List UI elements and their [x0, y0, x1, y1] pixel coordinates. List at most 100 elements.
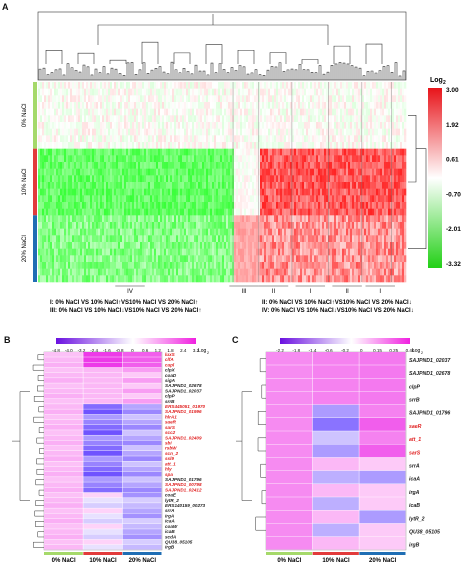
heatmap-cell [240, 215, 243, 223]
heatmap-cell [40, 142, 43, 149]
heatmap-cell [360, 115, 363, 123]
heatmap-cell [52, 155, 55, 163]
heatmap-cell [50, 195, 53, 203]
heatmap-cell [176, 175, 179, 183]
heatmap-cell [300, 228, 303, 236]
heatmap-cell [308, 148, 311, 156]
heatmap-cell [278, 108, 281, 116]
heatmap-cell [160, 128, 163, 136]
heatmap-cell [154, 195, 157, 203]
heatmap-cell [46, 155, 49, 163]
heatmap-cell [216, 208, 219, 216]
heatmap-cell [272, 188, 275, 196]
heatmap-cell [128, 242, 131, 249]
heatmap-cell [290, 135, 293, 143]
heatmap-cell [272, 148, 275, 156]
heatmap-cell [40, 82, 43, 89]
heatmap-cell [118, 228, 121, 236]
heatmap-cell [98, 128, 101, 136]
heatmap-cell [330, 102, 333, 109]
heatmap-cell [300, 128, 303, 136]
heatmap-cell [260, 275, 263, 283]
heatmap-cell [40, 268, 43, 276]
heatmap-cell [210, 88, 213, 96]
heatmap-cell [110, 195, 113, 203]
heatmap-cell [144, 155, 147, 163]
heatmap-cell [250, 122, 253, 129]
heatmap-cell [324, 162, 327, 169]
heatmap-cell [294, 82, 297, 89]
heatmap-cell [196, 235, 199, 243]
heatmap-cell [246, 268, 249, 276]
heatmap-cell [42, 235, 45, 243]
heatmap-cell [356, 95, 359, 103]
heatmap-cell [178, 208, 181, 216]
heatmap-cell [320, 202, 323, 209]
heatmap-cell [162, 235, 165, 243]
heatmap-cell [196, 255, 199, 263]
heatmap-cell [118, 202, 121, 209]
heatmap-cell [124, 128, 127, 136]
heatmap-cell [362, 155, 365, 163]
heatmap-cell [118, 115, 121, 123]
heatmap-cell [178, 215, 181, 223]
heatmap-cell [298, 188, 301, 196]
heatmap-cell [84, 195, 87, 203]
heatmap-cell [246, 162, 249, 169]
heatmap-cell [86, 115, 89, 123]
heatmap-cell [112, 215, 115, 223]
heatmap-cell [228, 175, 231, 183]
heatmap-cell [204, 115, 207, 123]
heatmap-cell [74, 95, 77, 103]
heatmap-cell [290, 162, 293, 169]
heatmap-cell [124, 155, 127, 163]
heatmap-cell [318, 115, 321, 123]
heatmap-cell [190, 228, 193, 236]
heatmap-cell [70, 115, 73, 123]
heatmap-cell [300, 122, 303, 129]
heatmap-cell [68, 182, 71, 189]
heatmap-cell [288, 135, 291, 143]
heatmap-cell [152, 275, 155, 283]
heatmap-cell [324, 102, 327, 109]
heatmap-cell [90, 168, 93, 176]
heatmap-cell [122, 148, 125, 156]
heatmap-cell [168, 215, 171, 223]
heatmap-cell [106, 268, 109, 276]
heatmap-cell [100, 142, 103, 149]
heatmap-cell [96, 135, 99, 143]
heatmap-cell [288, 142, 291, 149]
heatmap-cell [46, 162, 49, 169]
heatmap-cell [194, 188, 197, 196]
heatmap-cell [144, 255, 147, 263]
heatmap-cell [134, 128, 137, 136]
heatmap-cell [146, 135, 149, 143]
heatmap-cell [140, 208, 143, 216]
heatmap-cell [248, 175, 251, 183]
heatmap-cell [68, 222, 71, 229]
heatmap-cell [68, 155, 71, 163]
heatmap-cell [272, 82, 275, 89]
heatmap-cell [250, 95, 253, 103]
heatmap-cell [248, 248, 251, 256]
heatmap-cell [254, 255, 257, 263]
heatmap-cell [352, 255, 355, 263]
heatmap-cell [46, 122, 49, 129]
heatmap-cell [198, 208, 201, 216]
heatmap-cell [146, 88, 149, 96]
heatmap-cell [330, 195, 333, 203]
heatmap-cell [168, 135, 171, 143]
heatmap-cell [80, 175, 83, 183]
heatmap-cell [116, 122, 119, 129]
heatmap-cell [306, 242, 309, 249]
heatmap-cell [354, 208, 357, 216]
heatmap-cell [62, 202, 65, 209]
heatmap-cell [336, 248, 339, 256]
heatmap-cell [152, 248, 155, 256]
heatmap-cell [238, 235, 241, 243]
heatmap-cell [258, 242, 261, 249]
heatmap-cell [236, 235, 239, 243]
heatmap-cell [196, 175, 199, 183]
heatmap-cell [202, 115, 205, 123]
